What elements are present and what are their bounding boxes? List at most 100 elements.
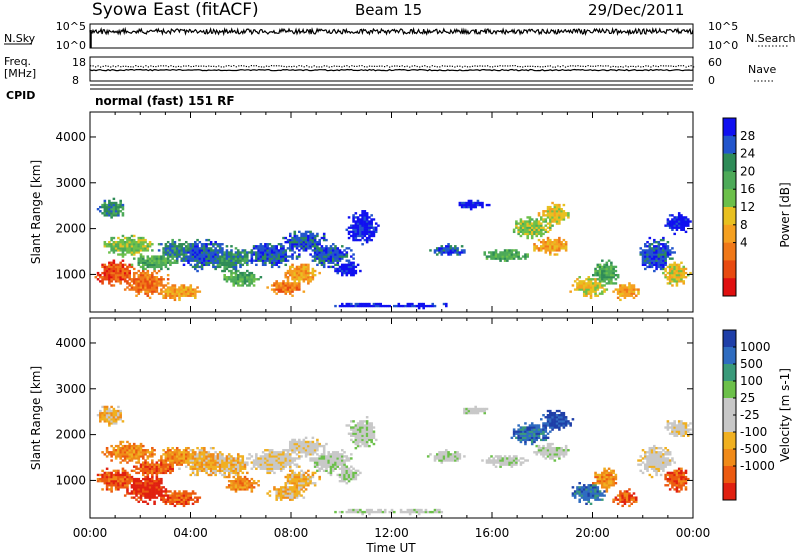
heatmap-cell (268, 247, 272, 250)
heatmap-cell (291, 294, 294, 297)
heatmap-cell (451, 247, 455, 250)
nave-dot (225, 65, 227, 67)
heatmap-cell (352, 273, 355, 277)
heatmap-cell (298, 253, 301, 256)
heatmap-cell (338, 459, 342, 462)
heatmap-cell (239, 477, 242, 481)
heatmap-cell (546, 238, 550, 242)
heatmap-cell (300, 477, 303, 481)
heatmap-cell (114, 416, 118, 419)
heatmap-cell (544, 245, 548, 248)
heatmap-cell (212, 243, 215, 246)
heatmap-cell (347, 263, 351, 267)
heatmap-cell (372, 432, 376, 435)
heatmap-cell (112, 249, 116, 252)
heatmap-cell (472, 203, 475, 207)
heatmap-cell (288, 273, 292, 277)
heatmap-cell (184, 459, 188, 462)
heatmap-cell (169, 465, 172, 468)
heatmap-cell (230, 261, 233, 264)
heatmap-cell (282, 449, 285, 452)
heatmap-cell (302, 440, 306, 444)
heatmap-cell (625, 286, 629, 289)
heatmap-cell (653, 255, 656, 258)
heatmap-cell (311, 259, 315, 262)
heatmap-cell (282, 282, 285, 285)
heatmap-cell (198, 455, 202, 458)
heatmap-cell (343, 451, 346, 454)
heatmap-cell (598, 286, 602, 289)
heatmap-cell (309, 247, 312, 250)
heatmap-cell (585, 288, 588, 291)
heatmap-cell (234, 271, 238, 275)
heatmap-cell (275, 247, 278, 250)
nave-dot (499, 65, 501, 67)
heatmap-cell (266, 259, 269, 262)
heatmap-cell (291, 282, 294, 285)
heatmap-cell (139, 449, 143, 452)
heatmap-cell (135, 240, 138, 244)
heatmap-cell (677, 271, 681, 275)
heatmap-cell (132, 273, 136, 277)
heatmap-cell (119, 199, 122, 203)
heatmap-cell (182, 284, 186, 287)
heatmap-cell (607, 269, 611, 273)
heatmap-cell (191, 292, 195, 295)
heatmap-cell (187, 292, 190, 295)
heatmap-cell (241, 467, 245, 470)
heatmap-cell (144, 282, 147, 285)
freq-label: Freq. (4, 55, 31, 68)
heatmap-cell (420, 304, 423, 308)
heatmap-cell (655, 253, 658, 256)
nave-label: Nave (748, 63, 776, 76)
heatmap-cell (157, 479, 161, 483)
heatmap-cell (365, 214, 369, 217)
heatmap-cell (146, 265, 150, 269)
heatmap-cell (300, 488, 303, 491)
heatmap-cell (653, 247, 656, 250)
heatmap-cell (327, 461, 330, 464)
heatmap-cell (153, 463, 156, 466)
heatmap-cell (363, 222, 367, 225)
heatmap-cell (438, 249, 441, 252)
heatmap-cell (465, 205, 468, 209)
heatmap-cell (166, 282, 170, 285)
heatmap-cell (682, 269, 686, 273)
heatmap-cell (284, 455, 288, 458)
heatmap-cell (356, 508, 360, 512)
heatmap-cell (114, 451, 118, 454)
heatmap-cell (632, 286, 636, 289)
heatmap-cell (110, 405, 113, 409)
heatmap-cell (218, 247, 222, 250)
heatmap-cell (295, 269, 299, 273)
heatmap-cell (221, 465, 224, 468)
heatmap-cell (180, 494, 184, 497)
heatmap-cell (132, 280, 136, 283)
heatmap-cell (304, 269, 308, 273)
heatmap-cell (105, 475, 109, 479)
heatmap-cell (368, 428, 371, 431)
heatmap-cell (614, 288, 618, 291)
heatmap-cell (105, 418, 109, 421)
heatmap-cell (318, 475, 321, 479)
heatmap-cell (205, 261, 208, 264)
heatmap-cell (356, 226, 360, 229)
heatmap-cell (142, 451, 145, 454)
nave-dot (680, 65, 682, 67)
heatmap-cell (363, 224, 367, 227)
heatmap-cell (341, 245, 344, 248)
nave-dot (431, 65, 433, 67)
heatmap-cell (304, 243, 308, 246)
heatmap-cell (164, 459, 168, 462)
heatmap-cell (338, 453, 342, 456)
heatmap-cell (356, 426, 360, 429)
heatmap-cell (119, 261, 122, 264)
heatmap-cell (302, 280, 306, 283)
heatmap-cell (157, 269, 161, 273)
heatmap-cell (182, 453, 186, 456)
heatmap-cell (232, 263, 236, 267)
heatmap-cell (354, 508, 358, 512)
heatmap-cell (359, 238, 362, 242)
heatmap-cell (191, 490, 195, 493)
heatmap-cell (207, 457, 211, 460)
